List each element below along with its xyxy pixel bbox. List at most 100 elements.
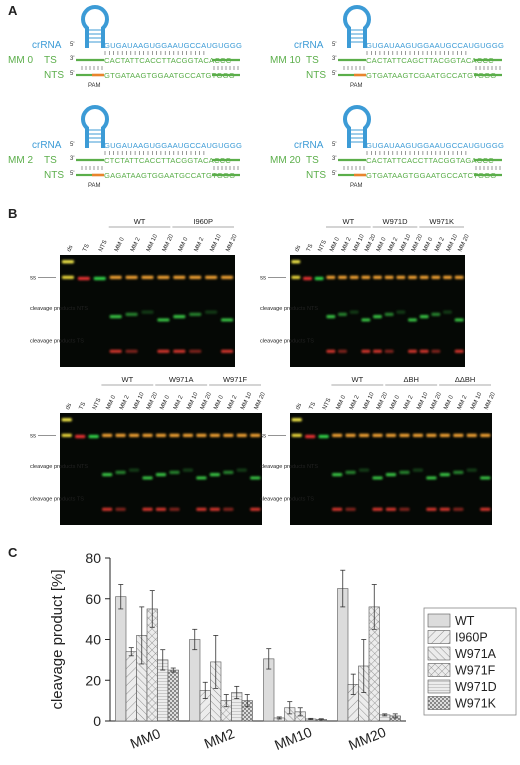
gel-band xyxy=(305,434,316,439)
group-label: WT xyxy=(351,375,363,384)
gel-band xyxy=(155,507,167,511)
gel-band xyxy=(196,507,207,511)
lane-label: MM 2 xyxy=(194,236,206,253)
ts-label: TS xyxy=(44,155,57,166)
legend-swatch xyxy=(427,663,451,677)
gel-band xyxy=(125,349,138,353)
nts-sequence: GTGATAAGTGGAATGCCATGTGGG xyxy=(104,71,235,80)
gel-band xyxy=(157,318,170,322)
gel-band xyxy=(419,349,429,353)
gel-band xyxy=(431,312,441,316)
gel-band xyxy=(109,315,122,319)
group-label: I960P xyxy=(193,217,213,226)
gel-band xyxy=(412,468,424,472)
lane-label: MM 10 xyxy=(470,391,483,411)
gel-band xyxy=(439,473,450,477)
crrna-label: crRNA xyxy=(294,140,324,151)
gel-band xyxy=(345,507,356,511)
lane-label: NTS xyxy=(92,397,103,410)
products-ts-label: cleavage products TS xyxy=(260,496,314,502)
x-tick-label: MM0 xyxy=(128,725,163,752)
y-axis-label: cleavage product [%] xyxy=(49,569,66,709)
legend-swatch xyxy=(427,679,451,694)
y-tick-label: 20 xyxy=(85,672,101,688)
gel-band xyxy=(182,433,194,437)
x-tick-label: MM20 xyxy=(346,724,388,753)
lane-label: MM 0 xyxy=(423,236,435,253)
gel-band xyxy=(205,310,218,314)
gel-band xyxy=(431,349,441,353)
gel-band xyxy=(291,260,301,264)
nts-sequence: GTGATAAGTGGAATGCCATCTGGG xyxy=(366,171,496,180)
gel-band xyxy=(396,310,406,314)
lane-label: MM 10 xyxy=(210,233,223,253)
gel-band xyxy=(250,433,261,437)
lane-label: MM 0 xyxy=(159,394,171,411)
gel-band xyxy=(408,318,417,322)
gel-band xyxy=(454,318,464,322)
five-prime: 5' xyxy=(70,71,74,77)
gel-band xyxy=(169,433,180,437)
construct-diagram: crRNA 5' GUGAUAAGUGGAAUGCCAUGUGGG MM 10 TS 3'… xyxy=(270,5,504,89)
gel-band xyxy=(373,349,382,353)
crrna-sequence: GUGAUAAGUGGAAUGCCAUGUGGG xyxy=(366,141,504,150)
gel-band xyxy=(466,433,477,437)
lane-label: MM 20 xyxy=(484,391,497,411)
gel-band xyxy=(109,349,122,353)
lane-label: NTS xyxy=(98,239,109,252)
gel-band xyxy=(209,473,220,477)
lane-label: ds xyxy=(295,403,303,411)
ts-label: TS xyxy=(306,155,319,166)
group-label: W971D xyxy=(382,217,408,226)
gel-band xyxy=(291,418,302,422)
gel-band xyxy=(361,318,371,322)
gel-band xyxy=(373,315,382,319)
gel-band xyxy=(480,507,491,511)
bar xyxy=(115,596,127,722)
five-prime: 5' xyxy=(70,42,74,48)
lane-label: MM 2 xyxy=(388,236,400,253)
gel-band xyxy=(102,473,113,477)
lane-label: MM 20 xyxy=(376,391,389,411)
gel-band xyxy=(480,476,491,480)
lane-label: MM 20 xyxy=(200,391,213,411)
lane-label: MM 2 xyxy=(349,394,361,411)
five-prime: 5' xyxy=(332,42,336,48)
gel-band xyxy=(93,276,106,281)
gel-band xyxy=(169,507,180,511)
gel-band xyxy=(115,433,126,437)
gel-band xyxy=(396,275,406,279)
gel-band xyxy=(439,507,450,511)
bar xyxy=(189,639,201,722)
ss-label: ss xyxy=(260,433,266,439)
gel-band xyxy=(291,433,302,437)
gel-band xyxy=(155,473,167,477)
gel-band xyxy=(345,470,356,474)
gel-band xyxy=(128,468,140,472)
gel-band xyxy=(221,349,234,353)
ts-label: TS xyxy=(306,55,319,66)
gel-band xyxy=(182,468,194,472)
lane-label: MM 2 xyxy=(130,236,142,253)
nts-sequence: GTGATAAGTCGAATGCCATGTGGG xyxy=(366,71,496,80)
legend-label: W971F xyxy=(455,664,496,678)
crrna-hairpin xyxy=(81,5,109,48)
crrna-sequence: GUGAUAAGUGGAAUGCCAUGUGGG xyxy=(366,41,504,50)
construct-diagram: crRNA 5' GUGAUAAGUGGAAUGCCAUGUGGG MM 2 TS 3' C… xyxy=(8,105,242,189)
legend-label: W971D xyxy=(455,680,497,694)
gel-band xyxy=(291,275,301,279)
group-label: ΔBH xyxy=(403,375,418,384)
gel-band xyxy=(361,349,371,353)
crrna-hairpin xyxy=(343,105,371,148)
crrna-hairpin xyxy=(343,5,371,48)
gel-band xyxy=(345,433,356,437)
gel-band xyxy=(326,275,336,279)
lane-label: MM 10 xyxy=(186,391,199,411)
gel-band xyxy=(250,476,261,480)
gel-band xyxy=(431,275,441,279)
crrna-hairpin xyxy=(81,105,109,148)
lane-label: ds xyxy=(65,403,73,411)
lane-label: ds xyxy=(294,245,302,253)
lane-label: MM 0 xyxy=(376,236,388,253)
gel-band xyxy=(408,275,417,279)
